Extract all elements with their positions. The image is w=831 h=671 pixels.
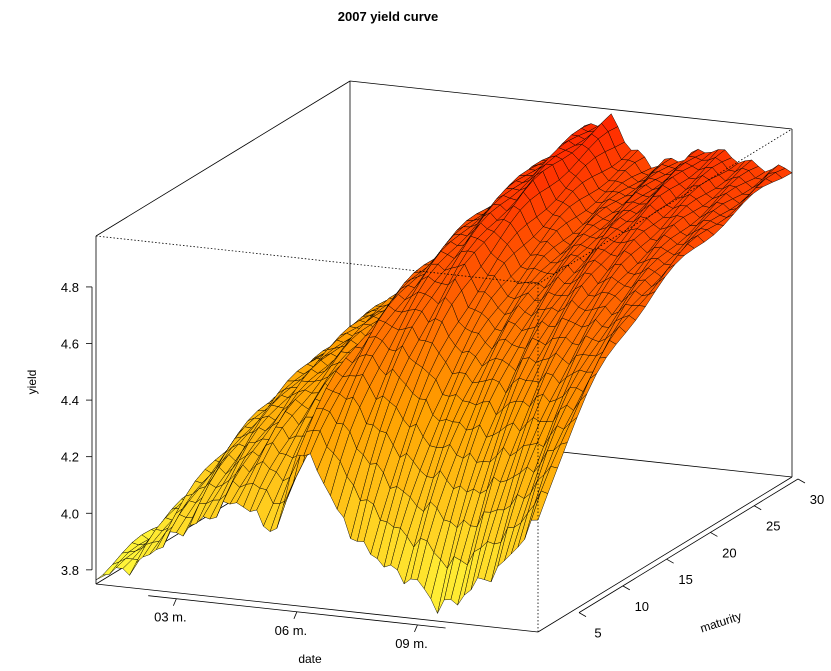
date-axis: 03 m. 06 m. 09 m. [148,595,446,651]
maturity-tick [797,478,806,484]
maturity-tick-label: 25 [766,519,780,534]
maturity-tick [666,558,674,564]
maturity-axis-line [578,478,799,613]
maturity-tick [710,532,718,537]
yield-tick-label: 4.4 [61,393,79,408]
yield-axis-title: yield [25,370,39,395]
date-tick [172,598,177,606]
yield-tick-label: 4.8 [61,280,79,295]
maturity-tick [754,505,762,511]
date-tick [414,624,418,633]
date-tick [293,611,298,619]
maturity-tick [622,585,631,591]
box-edge-front-top [95,235,539,285]
maturity-tick-label: 30 [810,492,824,507]
yield-surface [95,113,793,614]
date-tick-label: 06 m. [275,623,308,638]
chart-title: 2007 yield curve [338,9,438,24]
maturity-tick-label: 5 [594,626,601,641]
yield-tick-label: 4.0 [61,506,79,521]
plot-box-front [95,128,793,633]
surface-facet [531,490,549,521]
date-tick-label: 09 m. [395,636,428,651]
date-tick-label: 03 m. [154,610,187,625]
maturity-axis: 5 10 15 20 25 30 [578,478,824,641]
box-edge-right-top [537,128,793,285]
maturity-tick-label: 15 [678,572,692,587]
maturity-tick-label: 20 [722,545,736,560]
box-edge-right-floor [537,476,793,633]
maturity-tick-label: 10 [635,599,649,614]
box-edge-front-floor [95,583,539,633]
yield-tick-label: 4.6 [61,337,79,352]
maturity-axis-title: maturity [698,609,743,636]
box-edge-back-top-right [349,80,793,130]
box-edge-back-top-left [95,80,351,237]
yield-tick-label: 3.8 [61,563,79,578]
yield-axis: 3.8 4.0 4.2 4.4 4.6 4.8 [61,280,93,578]
maturity-tick [578,612,587,617]
date-axis-title: date [298,652,322,666]
yield-tick-label: 4.2 [61,450,79,465]
